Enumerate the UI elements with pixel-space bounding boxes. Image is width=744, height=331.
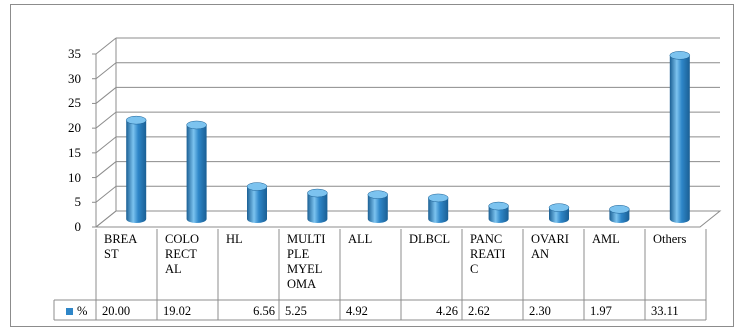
y-tick-label: 10 bbox=[68, 169, 81, 185]
data-value-label: 19.02 bbox=[163, 304, 192, 318]
gridline-diagonal bbox=[95, 87, 117, 104]
data-value-label: 2.30 bbox=[529, 304, 551, 318]
category-label: BREA ST bbox=[96, 229, 157, 299]
bar-top bbox=[609, 205, 630, 214]
category-label: Others bbox=[645, 229, 706, 299]
gridline-diagonal bbox=[95, 185, 117, 203]
category-label-line: AML bbox=[592, 232, 620, 246]
data-value-label: 20.00 bbox=[102, 304, 131, 318]
category-label-line: PANC bbox=[470, 232, 503, 246]
category-label-line: REATI bbox=[470, 247, 506, 261]
gridline-diagonal bbox=[95, 37, 117, 55]
gridline-diagonal bbox=[95, 161, 117, 178]
category-label: PANC REATI C bbox=[462, 229, 523, 299]
bar-top bbox=[125, 115, 147, 125]
category-label-line: RECT bbox=[165, 247, 197, 261]
y-tick-label: 15 bbox=[68, 144, 81, 160]
bar bbox=[669, 55, 690, 224]
category-label-line: COLO bbox=[165, 232, 200, 246]
category-label-line: OVARI bbox=[531, 232, 569, 246]
bar bbox=[488, 206, 509, 223]
bar bbox=[247, 186, 267, 223]
category-label-line: MULTI bbox=[287, 232, 326, 246]
bar bbox=[428, 197, 449, 223]
category-label: MULTI PLE MYEL OMA bbox=[279, 229, 340, 299]
bar bbox=[126, 120, 147, 223]
category-label-line: HL bbox=[226, 232, 243, 246]
bar-top bbox=[367, 190, 389, 199]
category-label: HL bbox=[218, 229, 279, 299]
category-label-line: AL bbox=[165, 262, 182, 276]
category-label: ALL bbox=[340, 229, 401, 299]
category-label-line: AN bbox=[531, 247, 550, 261]
bar-top bbox=[307, 188, 328, 198]
category-label: OVARI AN bbox=[523, 229, 584, 299]
y-tick-label: 35 bbox=[68, 46, 81, 61]
y-tick-label: 20 bbox=[68, 120, 81, 136]
data-value-label: 6.56 bbox=[253, 304, 275, 318]
bar bbox=[307, 193, 328, 223]
gridline-diagonal bbox=[95, 136, 117, 154]
gridline-diagonal bbox=[95, 62, 117, 80]
category-label-line: Others bbox=[653, 232, 687, 246]
bar bbox=[367, 194, 388, 223]
category-label-line: ST bbox=[104, 247, 119, 261]
bar bbox=[549, 207, 569, 223]
y-tick-label: 30 bbox=[68, 70, 81, 86]
data-value-label: 33.11 bbox=[651, 304, 679, 318]
data-value-label: 2.62 bbox=[468, 304, 490, 318]
category-label-line: BREA bbox=[104, 232, 138, 246]
bar-top bbox=[246, 182, 268, 191]
category-label-line: OMA bbox=[287, 277, 317, 291]
bar-top bbox=[427, 193, 449, 203]
data-value-label: 1.97 bbox=[590, 304, 612, 318]
y-tick-label: 5 bbox=[74, 194, 82, 210]
legend-label: % bbox=[77, 304, 88, 318]
category-label: COLO RECT AL bbox=[157, 229, 218, 299]
data-value-label: 4.26 bbox=[436, 304, 458, 318]
category-label-line: C bbox=[470, 262, 479, 276]
legend-key bbox=[66, 308, 73, 315]
data-value-label: 5.25 bbox=[285, 304, 307, 318]
gridline-diagonal bbox=[95, 111, 117, 129]
y-tick-label: 25 bbox=[68, 95, 81, 111]
category-label-line: PLE bbox=[287, 247, 310, 261]
bar-top bbox=[186, 120, 207, 130]
category-label-line: DLBCL bbox=[409, 232, 450, 246]
bar-top bbox=[548, 203, 570, 212]
floor-diagonal bbox=[95, 210, 117, 228]
category-label-line: ALL bbox=[348, 232, 373, 246]
category-label: AML bbox=[584, 229, 645, 299]
category-label: DLBCL bbox=[401, 229, 462, 299]
bar bbox=[186, 124, 207, 223]
bar-top bbox=[669, 51, 691, 60]
y-tick-label: 0 bbox=[74, 219, 82, 234]
data-value-label: 4.92 bbox=[346, 304, 368, 318]
category-label-line: MYEL bbox=[287, 262, 323, 276]
bar-top bbox=[488, 201, 509, 211]
